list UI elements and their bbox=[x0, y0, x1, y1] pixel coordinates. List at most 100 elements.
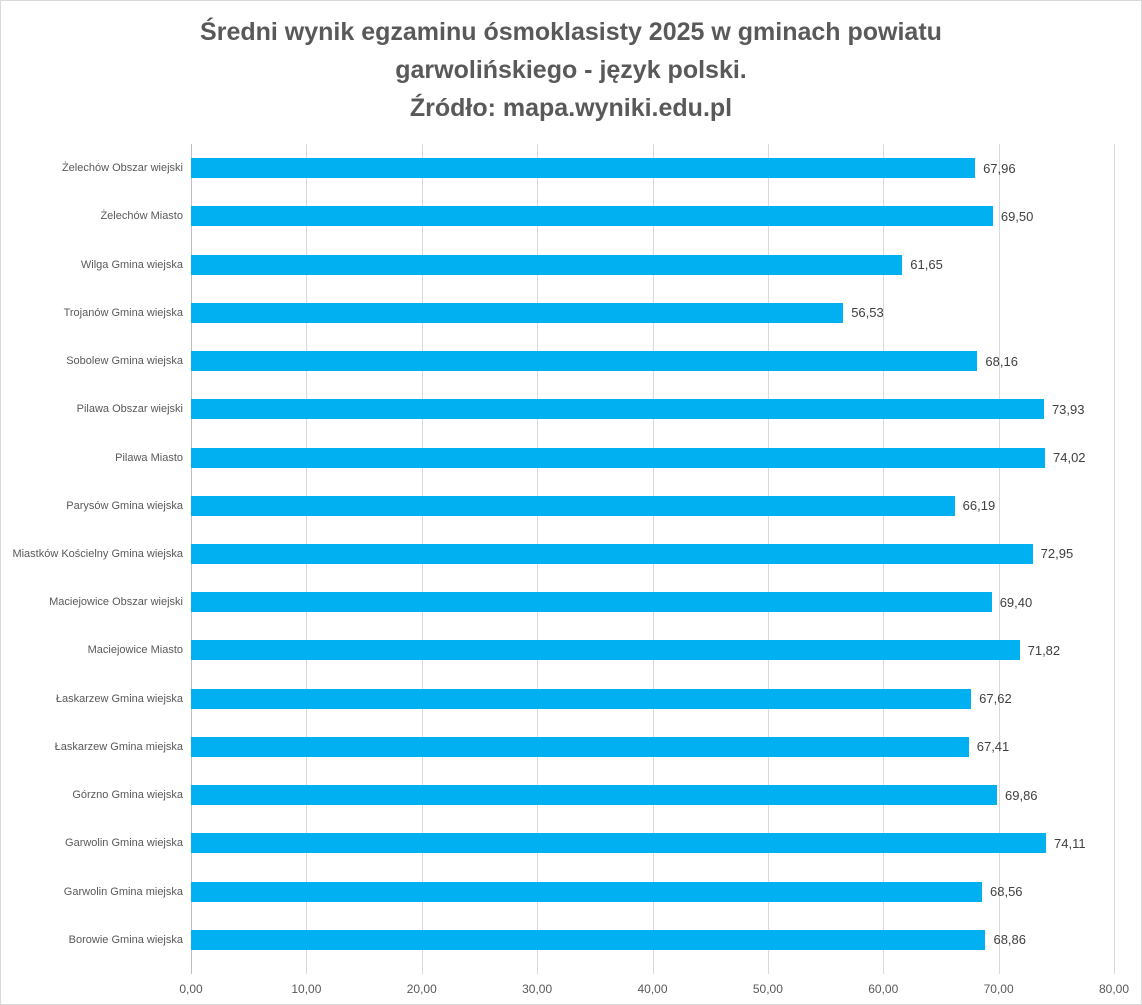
bar-row: Miastków Kościelny Gmina wiejska 72,95 bbox=[1, 530, 1141, 578]
value-label: 67,96 bbox=[983, 160, 1016, 176]
bar-track: 61,65 bbox=[191, 254, 1114, 275]
bar bbox=[191, 592, 992, 613]
x-tick-label: 70,00 bbox=[983, 982, 1014, 996]
bar bbox=[191, 495, 955, 516]
chart-title: Średni wynik egzaminu ósmoklasisty 2025 … bbox=[1, 13, 1141, 127]
bar-row: Trojanów Gmina wiejska 56,53 bbox=[1, 289, 1141, 337]
bar-row: Górzno Gmina wiejska 69,86 bbox=[1, 771, 1141, 819]
bar bbox=[191, 688, 972, 709]
value-label: 67,62 bbox=[979, 691, 1012, 707]
bar-track: 68,16 bbox=[191, 351, 1114, 372]
value-label: 61,65 bbox=[910, 257, 943, 273]
x-tick-label: 30,00 bbox=[522, 982, 553, 996]
category-label: Łaskarzew Gmina miejska bbox=[54, 740, 183, 753]
bar-row: Parysów Gmina wiejska 66,19 bbox=[1, 482, 1141, 530]
value-label: 56,53 bbox=[851, 305, 884, 321]
value-label: 74,11 bbox=[1054, 835, 1086, 851]
category-label: Górzno Gmina wiejska bbox=[72, 789, 183, 802]
bar-row: Pilawa Obszar wiejski 73,93 bbox=[1, 385, 1141, 433]
bar-track: 67,62 bbox=[191, 688, 1114, 709]
bar-track: 74,11 bbox=[191, 833, 1114, 854]
bar-track: 56,53 bbox=[191, 302, 1114, 323]
value-label: 69,86 bbox=[1005, 787, 1038, 803]
value-label: 68,56 bbox=[990, 884, 1023, 900]
chart-source-line: Źródło: mapa.wyniki.edu.pl bbox=[409, 94, 733, 122]
bar-row: Maciejowice Obszar wiejski 69,40 bbox=[1, 578, 1141, 626]
bar bbox=[191, 206, 993, 227]
bar bbox=[191, 543, 1033, 564]
category-label: Maciejowice Obszar wiejski bbox=[49, 596, 183, 609]
x-tick-label: 10,00 bbox=[291, 982, 322, 996]
bar-row: Pilawa Miasto 74,02 bbox=[1, 433, 1141, 481]
bar-track: 69,86 bbox=[191, 785, 1114, 806]
bar bbox=[191, 833, 1047, 854]
category-label: Borowie Gmina wiejska bbox=[68, 933, 183, 946]
value-label: 68,86 bbox=[993, 932, 1027, 948]
bar bbox=[191, 302, 844, 323]
bar-row: Borowie Gmina wiejska 68,86 bbox=[1, 916, 1141, 964]
value-label: 69,40 bbox=[999, 594, 1033, 610]
chart-title-line-2: garwolińskiego - język polski. bbox=[395, 56, 747, 84]
x-tick-label: 80,00 bbox=[1098, 982, 1130, 996]
bar-row: Żelechów Obszar wiejski 67,96 bbox=[1, 144, 1141, 192]
x-tick-label: 20,00 bbox=[406, 982, 437, 996]
value-label: 73,93 bbox=[1051, 401, 1085, 417]
bar-track: 72,95 bbox=[191, 543, 1114, 564]
value-label: 68,16 bbox=[985, 353, 1018, 369]
bar-row: Łaskarzew Gmina wiejska 67,62 bbox=[1, 675, 1141, 723]
bar-track: 74,02 bbox=[191, 447, 1114, 468]
x-tick-label: 40,00 bbox=[637, 982, 668, 996]
value-label: 71,82 bbox=[1027, 642, 1061, 658]
bar-row: Żelechów Miasto 69,50 bbox=[1, 192, 1141, 240]
bar-track: 68,56 bbox=[191, 881, 1114, 902]
bar-track: 69,50 bbox=[191, 206, 1114, 227]
category-label: Trojanów Gmina wiejska bbox=[63, 306, 183, 319]
x-tick-label: 60,00 bbox=[868, 982, 899, 996]
bar-track: 67,41 bbox=[191, 736, 1114, 757]
category-label: Sobolew Gmina wiejska bbox=[66, 355, 183, 368]
bar-row: Sobolew Gmina wiejska 68,16 bbox=[1, 337, 1141, 385]
category-label: Żelechów Miasto bbox=[100, 210, 183, 223]
chart-title-line-1: Średni wynik egzaminu ósmoklasisty 2025 … bbox=[200, 18, 942, 46]
bar bbox=[191, 351, 978, 372]
category-label: Łaskarzew Gmina wiejska bbox=[55, 692, 183, 705]
bar bbox=[191, 640, 1020, 661]
bar bbox=[191, 929, 986, 950]
value-label: 66,19 bbox=[962, 498, 996, 514]
value-label: 74,02 bbox=[1053, 450, 1086, 466]
bar-track: 73,93 bbox=[191, 399, 1114, 420]
category-label: Garwolin Gmina wiejska bbox=[65, 837, 183, 850]
x-tick-label: 50,00 bbox=[752, 982, 783, 996]
bar-track: 68,86 bbox=[191, 929, 1114, 950]
bar-row: Maciejowice Miasto 71,82 bbox=[1, 626, 1141, 674]
bar-row: Garwolin Gmina wiejska 74,11 bbox=[1, 819, 1141, 867]
category-label: Maciejowice Miasto bbox=[87, 644, 183, 657]
category-label: Pilawa Obszar wiejski bbox=[76, 403, 183, 416]
bar-track: 71,82 bbox=[191, 640, 1114, 661]
bar bbox=[191, 158, 976, 179]
bar bbox=[191, 736, 969, 757]
bar bbox=[191, 399, 1044, 420]
bar-row: Garwolin Gmina miejska 68,56 bbox=[1, 868, 1141, 916]
category-label: Żelechów Obszar wiejski bbox=[61, 162, 183, 175]
x-tick-label: 0,00 bbox=[179, 982, 203, 996]
category-label: Miastków Kościelny Gmina wiejska bbox=[12, 547, 183, 560]
bar-track: 69,40 bbox=[191, 592, 1114, 613]
value-label: 67,41 bbox=[976, 739, 1010, 755]
category-label: Pilawa Miasto bbox=[115, 451, 183, 464]
category-label: Parysów Gmina wiejska bbox=[66, 499, 183, 512]
bar bbox=[191, 254, 903, 275]
value-label: 69,50 bbox=[1000, 208, 1034, 224]
bar bbox=[191, 785, 997, 806]
bar-track: 66,19 bbox=[191, 495, 1114, 516]
bar-rows: Żelechów Obszar wiejski 67,96 Żelechów M… bbox=[1, 144, 1141, 964]
bar bbox=[191, 447, 1045, 468]
bar-track: 67,96 bbox=[191, 158, 1114, 179]
gridline bbox=[1114, 144, 1115, 974]
value-label: 72,95 bbox=[1040, 546, 1074, 562]
bar-row: Łaskarzew Gmina miejska 67,41 bbox=[1, 723, 1141, 771]
bar-row: Wilga Gmina wiejska 61,65 bbox=[1, 240, 1141, 288]
category-label: Garwolin Gmina miejska bbox=[63, 885, 183, 898]
plot-area: Żelechów Obszar wiejski 67,96 Żelechów M… bbox=[1, 144, 1141, 1004]
